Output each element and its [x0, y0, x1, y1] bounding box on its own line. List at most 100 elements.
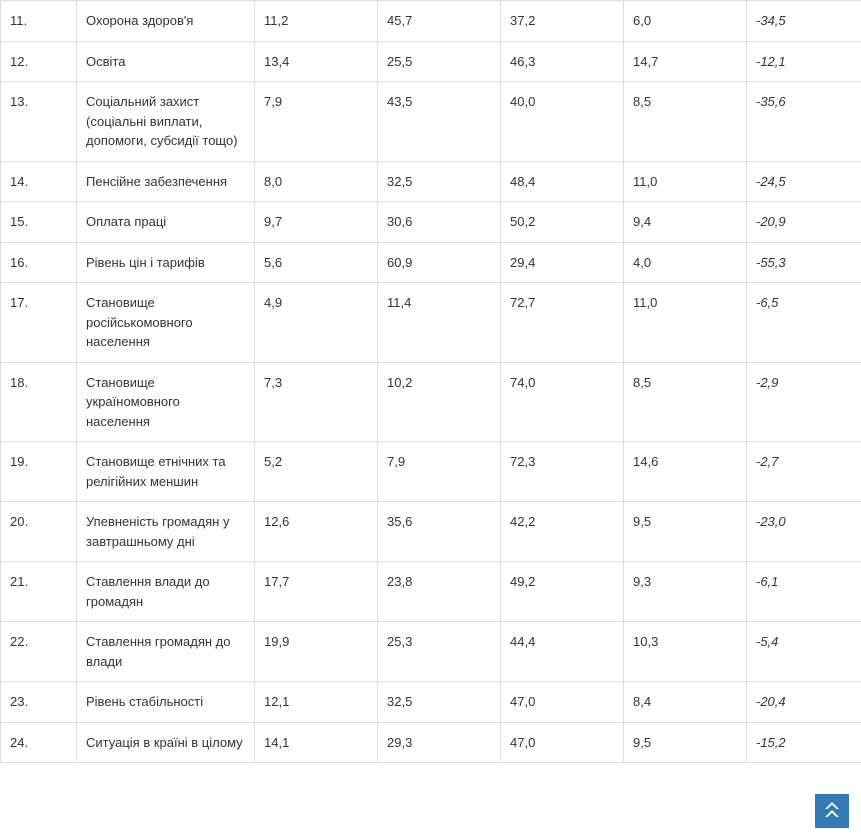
- row-value-4: 11,0: [624, 161, 747, 202]
- row-value-4: 11,0: [624, 283, 747, 363]
- row-value-2: 45,7: [378, 1, 501, 42]
- row-label: Ставлення громадян до влади: [77, 622, 255, 682]
- table-row: 24.Ситуація в країні в цілому14,129,347,…: [1, 722, 861, 763]
- row-value-3: 72,3: [501, 442, 624, 502]
- row-value-3: 50,2: [501, 202, 624, 243]
- row-delta: -2,9: [747, 362, 861, 442]
- table-row: 23.Рівень стабільності12,132,547,08,4-20…: [1, 682, 861, 723]
- table-row: 22.Ставлення громадян до влади19,925,344…: [1, 622, 861, 682]
- row-label: Соціальний захист (соціальні виплати, до…: [77, 82, 255, 162]
- row-value-4: 8,5: [624, 362, 747, 442]
- row-value-2: 32,5: [378, 161, 501, 202]
- row-value-1: 7,9: [255, 82, 378, 162]
- row-value-2: 32,5: [378, 682, 501, 723]
- row-value-4: 9,5: [624, 722, 747, 763]
- row-label: Рівень цін і тарифів: [77, 242, 255, 283]
- row-value-2: 11,4: [378, 283, 501, 363]
- row-delta: -6,1: [747, 562, 861, 622]
- row-label: Упевненість громадян у завтрашньому дні: [77, 502, 255, 562]
- row-index: 24.: [1, 722, 77, 763]
- row-label: Становище україномовного населення: [77, 362, 255, 442]
- row-label: Охорона здоров'я: [77, 1, 255, 42]
- row-value-2: 30,6: [378, 202, 501, 243]
- table-row: 21.Ставлення влади до громадян17,723,849…: [1, 562, 861, 622]
- row-value-4: 9,3: [624, 562, 747, 622]
- row-delta: -23,0: [747, 502, 861, 562]
- row-value-1: 12,6: [255, 502, 378, 562]
- row-index: 13.: [1, 82, 77, 162]
- row-value-1: 5,2: [255, 442, 378, 502]
- row-label: Рівень стабільності: [77, 682, 255, 723]
- row-label: Становище етнічних та релігійних меншин: [77, 442, 255, 502]
- row-index: 19.: [1, 442, 77, 502]
- row-value-1: 4,9: [255, 283, 378, 363]
- row-value-3: 47,0: [501, 722, 624, 763]
- row-index: 21.: [1, 562, 77, 622]
- row-value-2: 29,3: [378, 722, 501, 763]
- row-delta: -20,4: [747, 682, 861, 723]
- row-value-1: 13,4: [255, 41, 378, 82]
- row-value-2: 25,3: [378, 622, 501, 682]
- row-value-4: 4,0: [624, 242, 747, 283]
- table-row: 14.Пенсійне забезпечення8,032,548,411,0-…: [1, 161, 861, 202]
- row-value-1: 7,3: [255, 362, 378, 442]
- row-delta: -5,4: [747, 622, 861, 682]
- row-index: 12.: [1, 41, 77, 82]
- row-value-1: 8,0: [255, 161, 378, 202]
- row-value-3: 37,2: [501, 1, 624, 42]
- row-label: Ставлення влади до громадян: [77, 562, 255, 622]
- scroll-to-top-button[interactable]: [815, 794, 849, 828]
- row-label: Пенсійне забезпечення: [77, 161, 255, 202]
- row-value-3: 47,0: [501, 682, 624, 723]
- row-value-1: 11,2: [255, 1, 378, 42]
- row-value-4: 6,0: [624, 1, 747, 42]
- table-row: 15.Оплата праці9,730,650,29,4-20,9: [1, 202, 861, 243]
- table-row: 12.Освіта13,425,546,314,7-12,1: [1, 41, 861, 82]
- row-delta: -35,6: [747, 82, 861, 162]
- table-row: 13.Соціальний захист (соціальні виплати,…: [1, 82, 861, 162]
- row-index: 18.: [1, 362, 77, 442]
- row-index: 23.: [1, 682, 77, 723]
- chevron-double-up-icon: [825, 802, 839, 821]
- row-value-3: 74,0: [501, 362, 624, 442]
- row-index: 15.: [1, 202, 77, 243]
- row-value-2: 7,9: [378, 442, 501, 502]
- row-delta: -34,5: [747, 1, 861, 42]
- table-row: 11.Охорона здоров'я11,245,737,26,0-34,5: [1, 1, 861, 42]
- row-index: 14.: [1, 161, 77, 202]
- row-value-4: 9,4: [624, 202, 747, 243]
- row-value-1: 5,6: [255, 242, 378, 283]
- row-value-3: 29,4: [501, 242, 624, 283]
- row-label: Ситуація в країні в цілому: [77, 722, 255, 763]
- row-value-1: 19,9: [255, 622, 378, 682]
- data-table: 11.Охорона здоров'я11,245,737,26,0-34,51…: [0, 0, 861, 763]
- row-delta: -12,1: [747, 41, 861, 82]
- table-body: 11.Охорона здоров'я11,245,737,26,0-34,51…: [1, 1, 861, 763]
- row-index: 16.: [1, 242, 77, 283]
- row-value-3: 42,2: [501, 502, 624, 562]
- row-delta: -2,7: [747, 442, 861, 502]
- table-row: 20.Упевненість громадян у завтрашньому д…: [1, 502, 861, 562]
- row-value-4: 8,4: [624, 682, 747, 723]
- row-value-3: 40,0: [501, 82, 624, 162]
- row-delta: -20,9: [747, 202, 861, 243]
- row-value-4: 9,5: [624, 502, 747, 562]
- row-value-2: 10,2: [378, 362, 501, 442]
- row-value-4: 14,7: [624, 41, 747, 82]
- table-row: 16.Рівень цін і тарифів5,660,929,44,0-55…: [1, 242, 861, 283]
- row-label: Оплата праці: [77, 202, 255, 243]
- row-value-3: 49,2: [501, 562, 624, 622]
- row-value-1: 14,1: [255, 722, 378, 763]
- table-row: 19.Становище етнічних та релігійних менш…: [1, 442, 861, 502]
- row-value-2: 43,5: [378, 82, 501, 162]
- row-label: Становище російськомовного населення: [77, 283, 255, 363]
- table-row: 18.Становище україномовного населення7,3…: [1, 362, 861, 442]
- row-delta: -24,5: [747, 161, 861, 202]
- row-value-2: 35,6: [378, 502, 501, 562]
- row-value-2: 23,8: [378, 562, 501, 622]
- row-value-4: 10,3: [624, 622, 747, 682]
- row-value-2: 60,9: [378, 242, 501, 283]
- row-delta: -55,3: [747, 242, 861, 283]
- row-index: 22.: [1, 622, 77, 682]
- row-value-3: 72,7: [501, 283, 624, 363]
